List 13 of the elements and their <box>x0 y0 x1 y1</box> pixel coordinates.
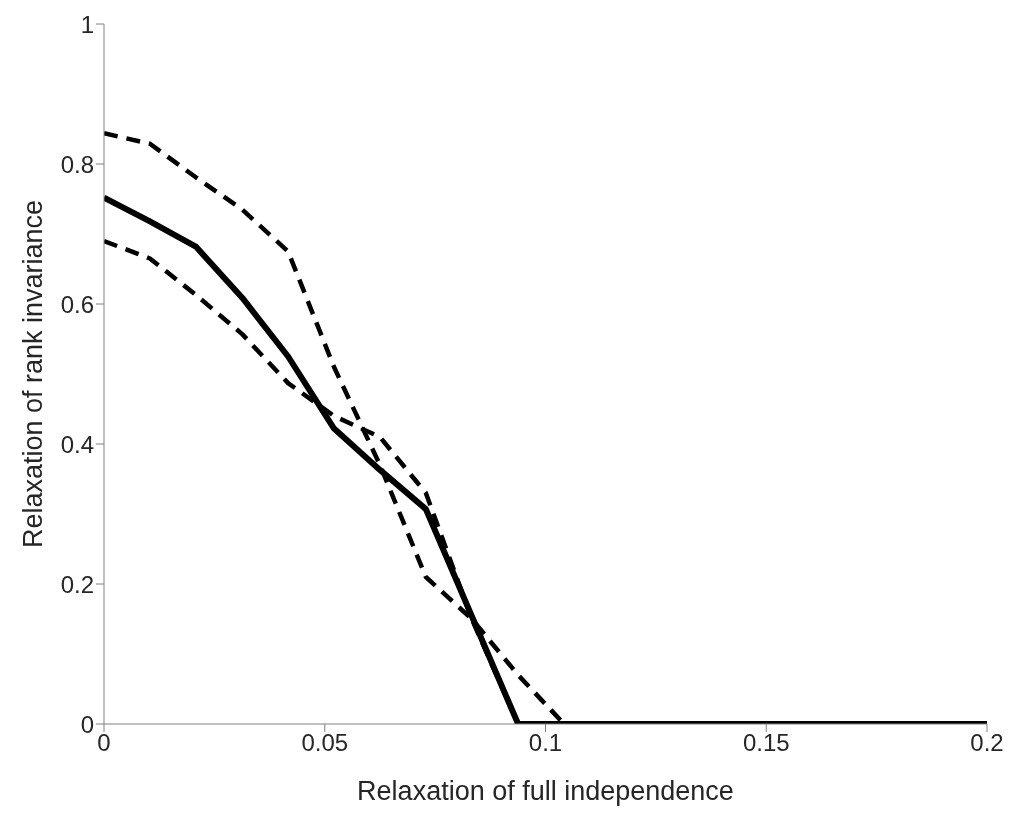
y-axis-title: Relaxation of rank invariance <box>17 199 48 549</box>
x-tick-label: 0.2 <box>970 729 1004 757</box>
y-tick-label: 0 <box>80 710 94 738</box>
x-tick-label: 0.05 <box>301 729 349 757</box>
y-tick-label: 0.2 <box>60 570 94 598</box>
x-tick-label: 0 <box>97 729 111 757</box>
y-tick-label: 1 <box>80 10 94 38</box>
y-tick-label: 0.6 <box>60 290 94 318</box>
y-tick-label: 0.8 <box>60 150 94 178</box>
x-axis-title: Relaxation of full independence <box>357 776 734 806</box>
y-tick-label: 0.4 <box>60 430 94 458</box>
x-tick-label: 0.15 <box>742 729 790 757</box>
x-tick-label: 0.1 <box>528 729 563 757</box>
